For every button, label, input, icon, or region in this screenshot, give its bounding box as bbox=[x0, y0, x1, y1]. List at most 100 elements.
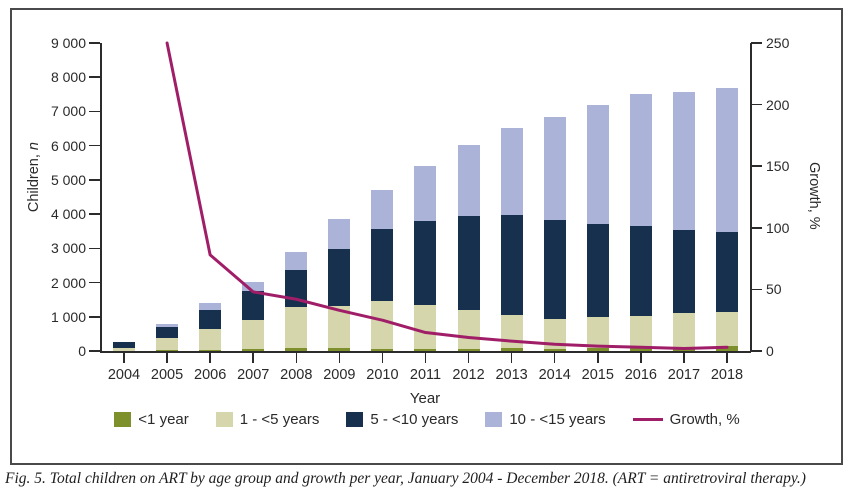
bar-segment-2015 bbox=[586, 224, 609, 318]
legend-item: 1 - <5 years bbox=[215, 411, 320, 428]
legend-label: Growth, % bbox=[669, 411, 740, 428]
bar-segment-2012 bbox=[457, 144, 480, 216]
chart-frame: Children, n Growth, % Year <1 year 1 - <5… bbox=[10, 8, 843, 465]
y-axis-tick-left bbox=[89, 144, 100, 147]
bar-segment-2015 bbox=[586, 348, 609, 351]
bar-segment-2016 bbox=[629, 315, 652, 349]
legend-label: 1 - <5 years bbox=[239, 411, 320, 428]
y-axis-tick-label-left: 8 000 bbox=[50, 69, 86, 86]
y-axis-tick-left bbox=[89, 247, 100, 250]
bar-segment-2012 bbox=[457, 309, 480, 350]
bar-segment-2007 bbox=[242, 348, 265, 351]
y-axis-tick-left bbox=[89, 179, 100, 181]
y-axis-tick-label-left: 4 000 bbox=[50, 206, 86, 223]
bar-segment-2017 bbox=[672, 230, 695, 314]
x-axis-line bbox=[100, 351, 751, 353]
bar-segment-2007 bbox=[242, 281, 265, 292]
bar-segment-2015 bbox=[586, 317, 609, 349]
x-axis-tick-label: 2013 bbox=[495, 367, 528, 383]
legend-swatch-icon bbox=[114, 412, 132, 427]
legend-line-icon bbox=[632, 418, 663, 421]
bar-segment-2005 bbox=[156, 337, 179, 350]
y-axis-tick-right bbox=[751, 350, 762, 352]
bar-segment-2014 bbox=[543, 219, 566, 320]
y-axis-tick-right bbox=[751, 42, 762, 44]
bar-segment-2010 bbox=[371, 348, 394, 351]
y-axis-tick-label-left: 5 000 bbox=[50, 171, 86, 188]
legend: <1 year 1 - <5 years 5 - <10 years 10 - <15… bbox=[82, 411, 772, 428]
x-axis-tick bbox=[295, 352, 298, 363]
bar-segment-2006 bbox=[199, 303, 222, 310]
x-axis-tick-label: 2004 bbox=[107, 367, 141, 383]
x-axis-tick-label: 2007 bbox=[237, 367, 270, 383]
bar-segment-2009 bbox=[328, 305, 351, 349]
x-axis-tick bbox=[553, 352, 556, 363]
bar-segment-2006 bbox=[199, 309, 222, 329]
y-axis-title-right: Growth, % bbox=[806, 162, 822, 230]
y-axis-tick-label-left: 6 000 bbox=[50, 137, 86, 154]
bar-segment-2010 bbox=[371, 301, 394, 349]
y-axis-tick-label-left: 7 000 bbox=[50, 103, 86, 120]
y-axis-tick-label-right: 0 bbox=[766, 343, 774, 359]
bar-segment-2017 bbox=[672, 313, 695, 349]
legend-swatch-icon bbox=[485, 412, 503, 427]
x-axis-tick bbox=[209, 352, 211, 363]
x-axis-tick bbox=[338, 352, 341, 363]
x-axis-tick bbox=[252, 352, 254, 363]
plot-area: Children, n Growth, % Year <1 year 1 - <5… bbox=[12, 10, 841, 463]
bar-segment-2008 bbox=[285, 251, 308, 270]
bar-segment-2011 bbox=[414, 304, 437, 349]
x-axis-tick bbox=[640, 352, 642, 363]
x-axis-tick bbox=[597, 352, 599, 363]
y-axis-tick-label-right: 50 bbox=[766, 281, 782, 298]
x-axis-tick-label: 2016 bbox=[624, 367, 657, 383]
bar-segment-2013 bbox=[500, 127, 523, 215]
bar-segment-2010 bbox=[371, 229, 394, 302]
legend-label: <1 year bbox=[138, 411, 189, 428]
growth-line bbox=[165, 41, 729, 351]
bar-segment-2009 bbox=[328, 249, 351, 306]
x-axis-tick bbox=[166, 352, 168, 363]
x-axis-tick bbox=[510, 352, 513, 363]
bar-segment-2014 bbox=[543, 116, 566, 220]
bar-segment-2013 bbox=[500, 347, 523, 351]
x-axis-tick-label: 2012 bbox=[452, 367, 485, 383]
bar-segment-2005 bbox=[156, 323, 179, 327]
y-axis-tick-left bbox=[89, 281, 100, 284]
y-axis-tick-right bbox=[751, 103, 762, 106]
bar-segment-2011 bbox=[414, 220, 437, 305]
y-axis-tick-label-right: 250 bbox=[766, 35, 790, 51]
legend-item: <1 year bbox=[114, 411, 189, 428]
y-axis-tick-label-left: 0 bbox=[78, 343, 86, 359]
x-axis-tick bbox=[467, 352, 470, 363]
bar-segment-2016 bbox=[629, 348, 652, 351]
growth-line-layer bbox=[165, 41, 729, 351]
legend-item-growth: Growth, % bbox=[632, 411, 740, 428]
y-axis-tick-right bbox=[751, 227, 762, 229]
x-axis-tick-label: 2014 bbox=[538, 367, 571, 383]
bar-segment-2011 bbox=[414, 348, 437, 351]
x-axis-title: Year bbox=[409, 390, 441, 407]
bar-segment-2006 bbox=[199, 328, 222, 350]
bar-segment-2006 bbox=[199, 349, 222, 351]
bar-segment-2013 bbox=[500, 214, 523, 316]
y-axis-tick-label-left: 3 000 bbox=[50, 240, 86, 257]
bar-segment-2007 bbox=[242, 291, 265, 320]
bar-segment-2004 bbox=[113, 348, 135, 351]
bar-segment-2009 bbox=[328, 219, 351, 250]
bar-segment-2010 bbox=[371, 189, 394, 230]
x-axis-tick bbox=[123, 352, 125, 363]
y-axis-tick-right bbox=[751, 165, 762, 167]
bar-segment-2016 bbox=[629, 226, 652, 316]
x-axis-tick-label: 2008 bbox=[280, 367, 313, 383]
figure-caption: Fig. 5. Total children on ART by age gro… bbox=[5, 470, 806, 487]
bar-segment-2005 bbox=[156, 349, 179, 351]
bar-segment-2011 bbox=[414, 166, 437, 221]
legend-swatch-icon bbox=[215, 412, 233, 427]
y-axis-tick-label-left: 1 000 bbox=[50, 308, 86, 325]
x-axis-tick-label: 2017 bbox=[667, 367, 701, 383]
x-axis-tick-label: 2018 bbox=[710, 367, 744, 383]
y-axis-tick-label-right: 200 bbox=[766, 96, 790, 113]
legend-item: 10 - <15 years bbox=[485, 411, 606, 428]
legend-label: 10 - <15 years bbox=[509, 411, 606, 428]
